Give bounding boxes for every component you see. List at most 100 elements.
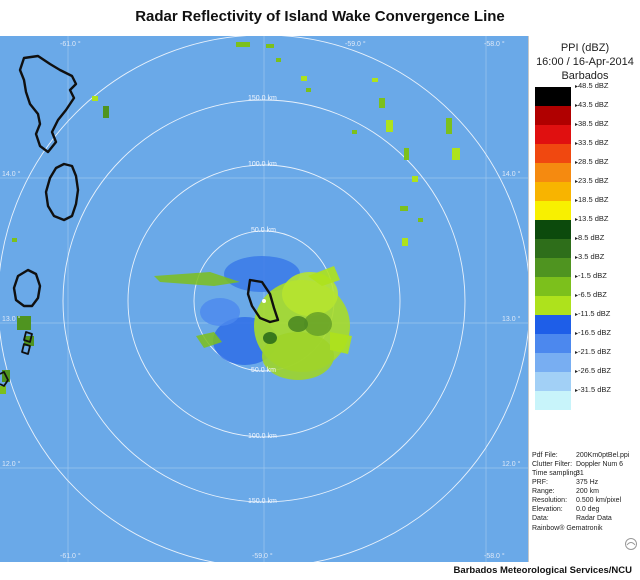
metadata-value: 375 Hz <box>576 479 599 486</box>
metadata-row: Data: Radar Data <box>532 514 640 523</box>
legend-label: 33.5 dBZ <box>575 138 608 147</box>
legend-swatch <box>535 277 571 296</box>
legend-label: -16.5 dBZ <box>575 328 611 337</box>
legend-label: -31.5 dBZ <box>575 385 611 394</box>
legend-label: 3.5 dBZ <box>575 252 604 261</box>
range-label-150-south: 150.0 km <box>248 498 277 505</box>
metadata-rows: Pdf File: 200Km0ptBel.ppi Clutter Filter: D… <box>532 451 640 523</box>
lat-label-right-1: 14.0 ° <box>502 170 521 178</box>
legend-swatch <box>535 106 571 125</box>
metadata-key: Clutter Filter: <box>532 461 573 468</box>
island-grenada-edge <box>0 371 9 387</box>
radar-site-marker <box>262 299 266 303</box>
metadata-row: Clutter Filter: Doppler Num 6 <box>532 460 640 469</box>
legend-label: -21.5 dBZ <box>575 347 611 356</box>
legend-row: 3.5 dBZ <box>535 252 635 277</box>
legend-swatch <box>535 315 571 334</box>
island-martinique <box>18 54 78 154</box>
legend-row: 43.5 dBZ <box>535 100 635 125</box>
product-label: PPI (dBZ) <box>560 42 610 54</box>
metadata-key: Elevation: <box>532 506 563 513</box>
legend-label: 8.5 dBZ <box>575 233 604 242</box>
legend-row: 18.5 dBZ <box>535 195 635 220</box>
lat-label-left-1: 14.0 ° <box>2 170 21 178</box>
chart-title: Radar Reflectivity of Island Wake Conver… <box>135 8 505 25</box>
legend-label: 43.5 dBZ <box>575 100 608 109</box>
credit-label: Barbados Meteorological Services/NCU <box>453 565 632 576</box>
radar-map-canvas: 50.0 km 100.0 km 150.0 km 100.0 km 150.0… <box>0 36 528 562</box>
legend-swatch <box>535 239 571 258</box>
legend-row: 38.5 dBZ <box>535 119 635 144</box>
metadata-row: Elevation: 0.0 deg <box>532 505 640 514</box>
legend-swatch <box>535 220 571 239</box>
legend-swatch <box>535 353 571 372</box>
legend-swatch <box>535 87 571 106</box>
metadata-key: Range: <box>532 488 555 495</box>
site-label: Barbados <box>561 70 609 82</box>
lon-label-bottom-2: -59.0 ° <box>252 552 273 560</box>
legend-label: 13.5 dBZ <box>575 214 608 223</box>
legend-row: -21.5 dBZ <box>535 347 635 372</box>
metadata-value: 200 km <box>576 488 599 495</box>
lat-label-left-3: 12.0 ° <box>2 460 21 468</box>
legend-swatch <box>535 182 571 201</box>
legend-label: -11.5 dBZ <box>575 309 610 318</box>
metadata-row: Time sampling: 31 <box>532 469 640 478</box>
range-label-100-north: 100.0 km <box>248 161 277 168</box>
lat-label-left-2: 13.0 ° <box>2 315 21 323</box>
legend-row: -6.5 dBZ <box>535 290 635 315</box>
metadata-value: Radar Data <box>576 515 612 522</box>
radar-map[interactable]: 50.0 km 100.0 km 150.0 km 100.0 km 150.0… <box>0 36 528 562</box>
island-grenadines <box>21 331 33 355</box>
echo-cluster-barbados <box>154 256 352 380</box>
legend-label: -26.5 dBZ <box>575 366 611 375</box>
range-rings <box>0 36 528 562</box>
legend-row: -16.5 dBZ <box>535 328 635 353</box>
legend-row: -1.5 dBZ <box>535 271 635 296</box>
datetime-label: 16:00 / 16-Apr-2014 <box>536 56 634 68</box>
metadata-key: PRF: <box>532 479 548 486</box>
legend-swatch <box>535 258 571 277</box>
metadata-value: 31 <box>576 470 584 477</box>
legend-row: -26.5 dBZ <box>535 366 635 391</box>
lon-label-bottom-3: -58.0 ° <box>484 552 505 560</box>
range-label-50-south: 50.0 km <box>251 367 276 374</box>
range-ring-100 <box>127 164 401 438</box>
legend-swatch <box>535 144 571 163</box>
range-label-150-north: 150.0 km <box>248 95 277 102</box>
range-label-50-north: 50.0 km <box>251 227 276 234</box>
island-st-lucia <box>44 162 80 222</box>
legend-label: 18.5 dBZ <box>575 195 608 204</box>
legend-row: -31.5 dBZ <box>535 385 635 410</box>
legend-row: -11.5 dBZ <box>535 309 635 334</box>
lat-label-right-3: 12.0 ° <box>502 460 521 468</box>
legend-label: 38.5 dBZ <box>575 119 608 128</box>
lon-label-bottom-1: -61.0 ° <box>60 552 81 560</box>
metadata-row: Pdf File: 200Km0ptBel.ppi <box>532 451 640 460</box>
lon-label-top-2: -59.0 ° <box>345 40 366 48</box>
gematronik-logo-icon <box>625 538 637 550</box>
metadata-block: Pdf File: 200Km0ptBel.ppi Clutter Filter: D… <box>532 451 640 533</box>
metadata-key: Pdf File: <box>532 452 558 459</box>
info-panel: PPI (dBZ) 16:00 / 16-Apr-2014 Barbados 4… <box>528 36 640 562</box>
lat-label-right-2: 13.0 ° <box>502 315 521 323</box>
legend-swatch <box>535 391 571 410</box>
lon-label-top-3: -58.0 ° <box>484 40 505 48</box>
legend-label: 28.5 dBZ <box>575 157 608 166</box>
range-ring-150 <box>62 99 466 503</box>
color-legend: 48.5 dBZ 43.5 dBZ 38.5 dBZ 33.5 dBZ 28.5 dBZ… <box>535 81 635 410</box>
metadata-key: Time sampling: <box>532 470 580 477</box>
legend-row: 13.5 dBZ <box>535 214 635 239</box>
legend-row: 28.5 dBZ <box>535 157 635 182</box>
legend-swatch <box>535 372 571 391</box>
legend-swatch <box>535 125 571 144</box>
metadata-value: 0.0 deg <box>576 506 600 513</box>
metadata-value: 0.500 km/pixel <box>576 497 622 504</box>
legend-label: -1.5 dBZ <box>575 271 607 280</box>
legend-swatch <box>535 296 571 315</box>
island-st-vincent <box>12 268 42 308</box>
metadata-row: Resolution: 0.500 km/pixel <box>532 496 640 505</box>
legend-label: -6.5 dBZ <box>575 290 607 299</box>
metadata-key: Data: <box>532 515 549 522</box>
legend-swatch <box>535 201 571 220</box>
